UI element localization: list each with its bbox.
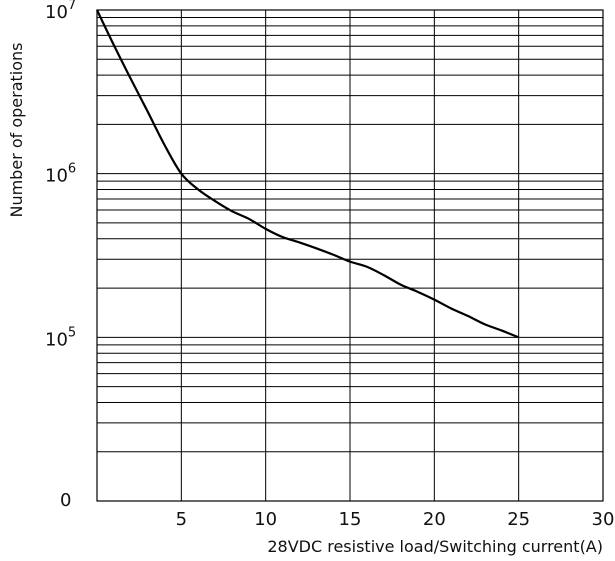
y-tick-label: 105 <box>45 325 76 350</box>
grid <box>97 9 603 501</box>
y-tick-label: 0 <box>60 490 71 511</box>
x-tick-labels: 5 10 15 20 25 30 <box>176 509 615 530</box>
y-tick-labels: 0 105 106 107 <box>45 0 76 511</box>
y-tick-label: 107 <box>45 0 76 23</box>
x-tick-label: 5 <box>176 509 187 530</box>
x-tick-label: 20 <box>423 509 446 530</box>
x-tick-label: 15 <box>339 509 362 530</box>
x-tick-label: 25 <box>507 509 530 530</box>
plot-frame <box>96 9 604 502</box>
series-line-0 <box>96 9 520 339</box>
y-tick-label: 106 <box>45 162 76 187</box>
x-axis-title: 28VDC resistive load/Switching current(A… <box>267 537 603 556</box>
x-tick-label: 30 <box>592 509 615 530</box>
x-tick-label: 10 <box>254 509 277 530</box>
series-layer <box>96 9 520 339</box>
y-axis-title: Number of operations <box>7 42 26 217</box>
